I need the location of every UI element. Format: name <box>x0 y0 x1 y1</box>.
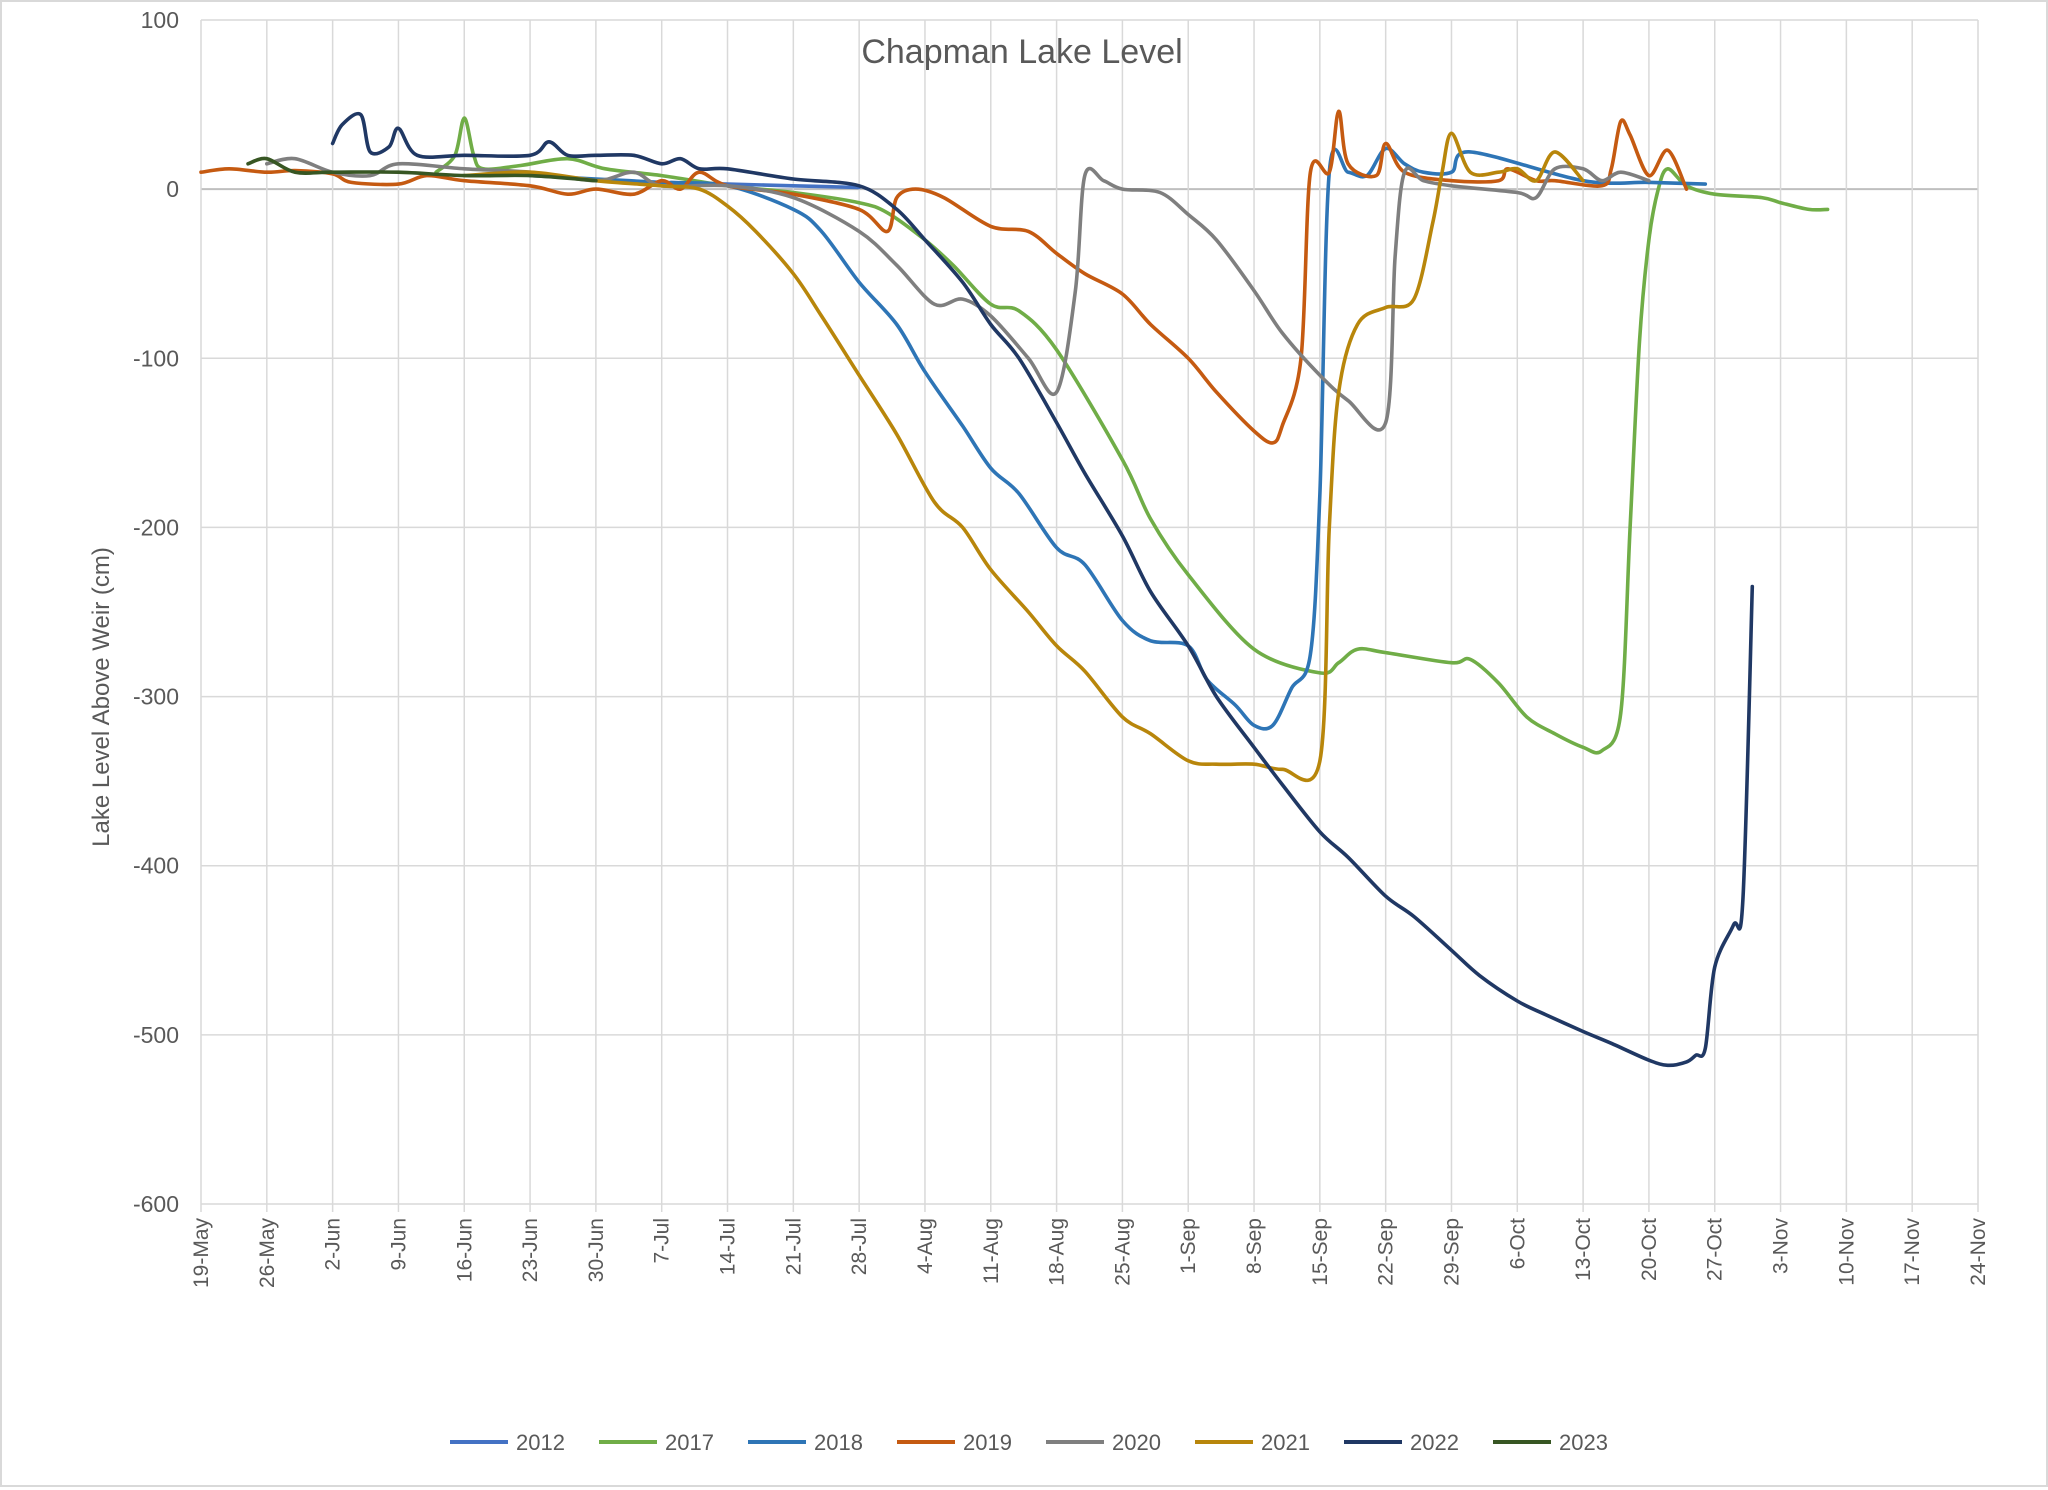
x-tick-label: 8-Sep <box>1243 1218 1266 1274</box>
x-tick-label: 29-Sep <box>1440 1218 1463 1286</box>
x-tick-label: 20-Oct <box>1638 1218 1661 1281</box>
y-tick-label: -200 <box>133 514 179 540</box>
legend-label-2019: 2019 <box>963 1430 1012 1455</box>
legend-label-2018: 2018 <box>814 1430 863 1455</box>
x-tick-label: 23-Jun <box>519 1218 542 1282</box>
legend-label-2023: 2023 <box>1559 1430 1608 1455</box>
x-tick-label: 15-Sep <box>1309 1218 1332 1286</box>
x-tick-label: 7-Jul <box>651 1218 674 1264</box>
x-tick-label: 30-Jun <box>585 1218 608 1282</box>
series-line-2022 <box>330 111 1755 1068</box>
y-tick-label: -300 <box>133 684 179 710</box>
y-tick-label: -500 <box>133 1022 179 1048</box>
series-line-2021 <box>462 131 1585 783</box>
y-tick-label: -400 <box>133 853 179 879</box>
series-line-2023 <box>246 156 598 183</box>
legend-label-2017: 2017 <box>665 1430 714 1455</box>
x-tick-label: 17-Nov <box>1901 1218 1924 1286</box>
x-tick-label: 4-Aug <box>914 1218 937 1274</box>
x-tick-label: 13-Oct <box>1572 1218 1595 1281</box>
series-line-2020 <box>265 156 1651 432</box>
series-line-2018 <box>528 146 1708 731</box>
y-axis-ticks: 100 0 -100 -200 -300 -400 -500 -600 <box>133 7 179 1217</box>
x-axis-ticks: 19-May 26-May 2-Jun 9-Jun 16-Jun 23-Jun 30-Jun… <box>190 1218 1990 1289</box>
x-tick-label: 25-Aug <box>1111 1218 1134 1286</box>
x-tick-label: 1-Sep <box>1177 1218 1200 1274</box>
x-tick-label: 6-Oct <box>1506 1218 1529 1270</box>
legend-label-2022: 2022 <box>1410 1430 1459 1455</box>
y-tick-label: 0 <box>166 176 179 202</box>
y-tick-label: -100 <box>133 345 179 371</box>
x-tick-label: 2-Jun <box>322 1218 345 1271</box>
x-tick-label: 26-May <box>256 1218 279 1289</box>
x-tick-label: 24-Nov <box>1967 1218 1990 1286</box>
legend: 2012 2017 2018 2019 2020 2021 2022 2023 <box>450 1430 1608 1455</box>
x-tick-label: 14-Jul <box>717 1218 740 1275</box>
gridlines <box>200 19 1979 1212</box>
x-tick-label: 21-Jul <box>782 1218 805 1275</box>
x-tick-label: 22-Sep <box>1375 1218 1398 1286</box>
x-tick-label: 28-Jul <box>848 1218 871 1275</box>
x-tick-label: 11-Aug <box>980 1218 1003 1284</box>
legend-label-2012: 2012 <box>516 1430 565 1455</box>
x-tick-label: 18-Aug <box>1046 1218 1069 1286</box>
series-lines <box>199 109 1830 1068</box>
x-tick-label: 9-Jun <box>387 1218 410 1271</box>
y-axis-label: Lake Level Above Weir (cm) <box>88 547 115 847</box>
chart-title: Chapman Lake Level <box>861 33 1182 71</box>
x-tick-label: 16-Jun <box>453 1218 476 1282</box>
legend-label-2020: 2020 <box>1112 1430 1161 1455</box>
x-tick-label: 10-Nov <box>1835 1218 1858 1286</box>
x-tick-label: 27-Oct <box>1704 1218 1727 1281</box>
y-tick-label: -600 <box>133 1191 179 1217</box>
legend-label-2021: 2021 <box>1261 1430 1310 1455</box>
series-line-2017 <box>434 116 1830 755</box>
y-tick-label: 100 <box>141 7 179 33</box>
x-tick-label: 19-May <box>190 1218 213 1289</box>
x-tick-label: 3-Nov <box>1770 1218 1793 1275</box>
